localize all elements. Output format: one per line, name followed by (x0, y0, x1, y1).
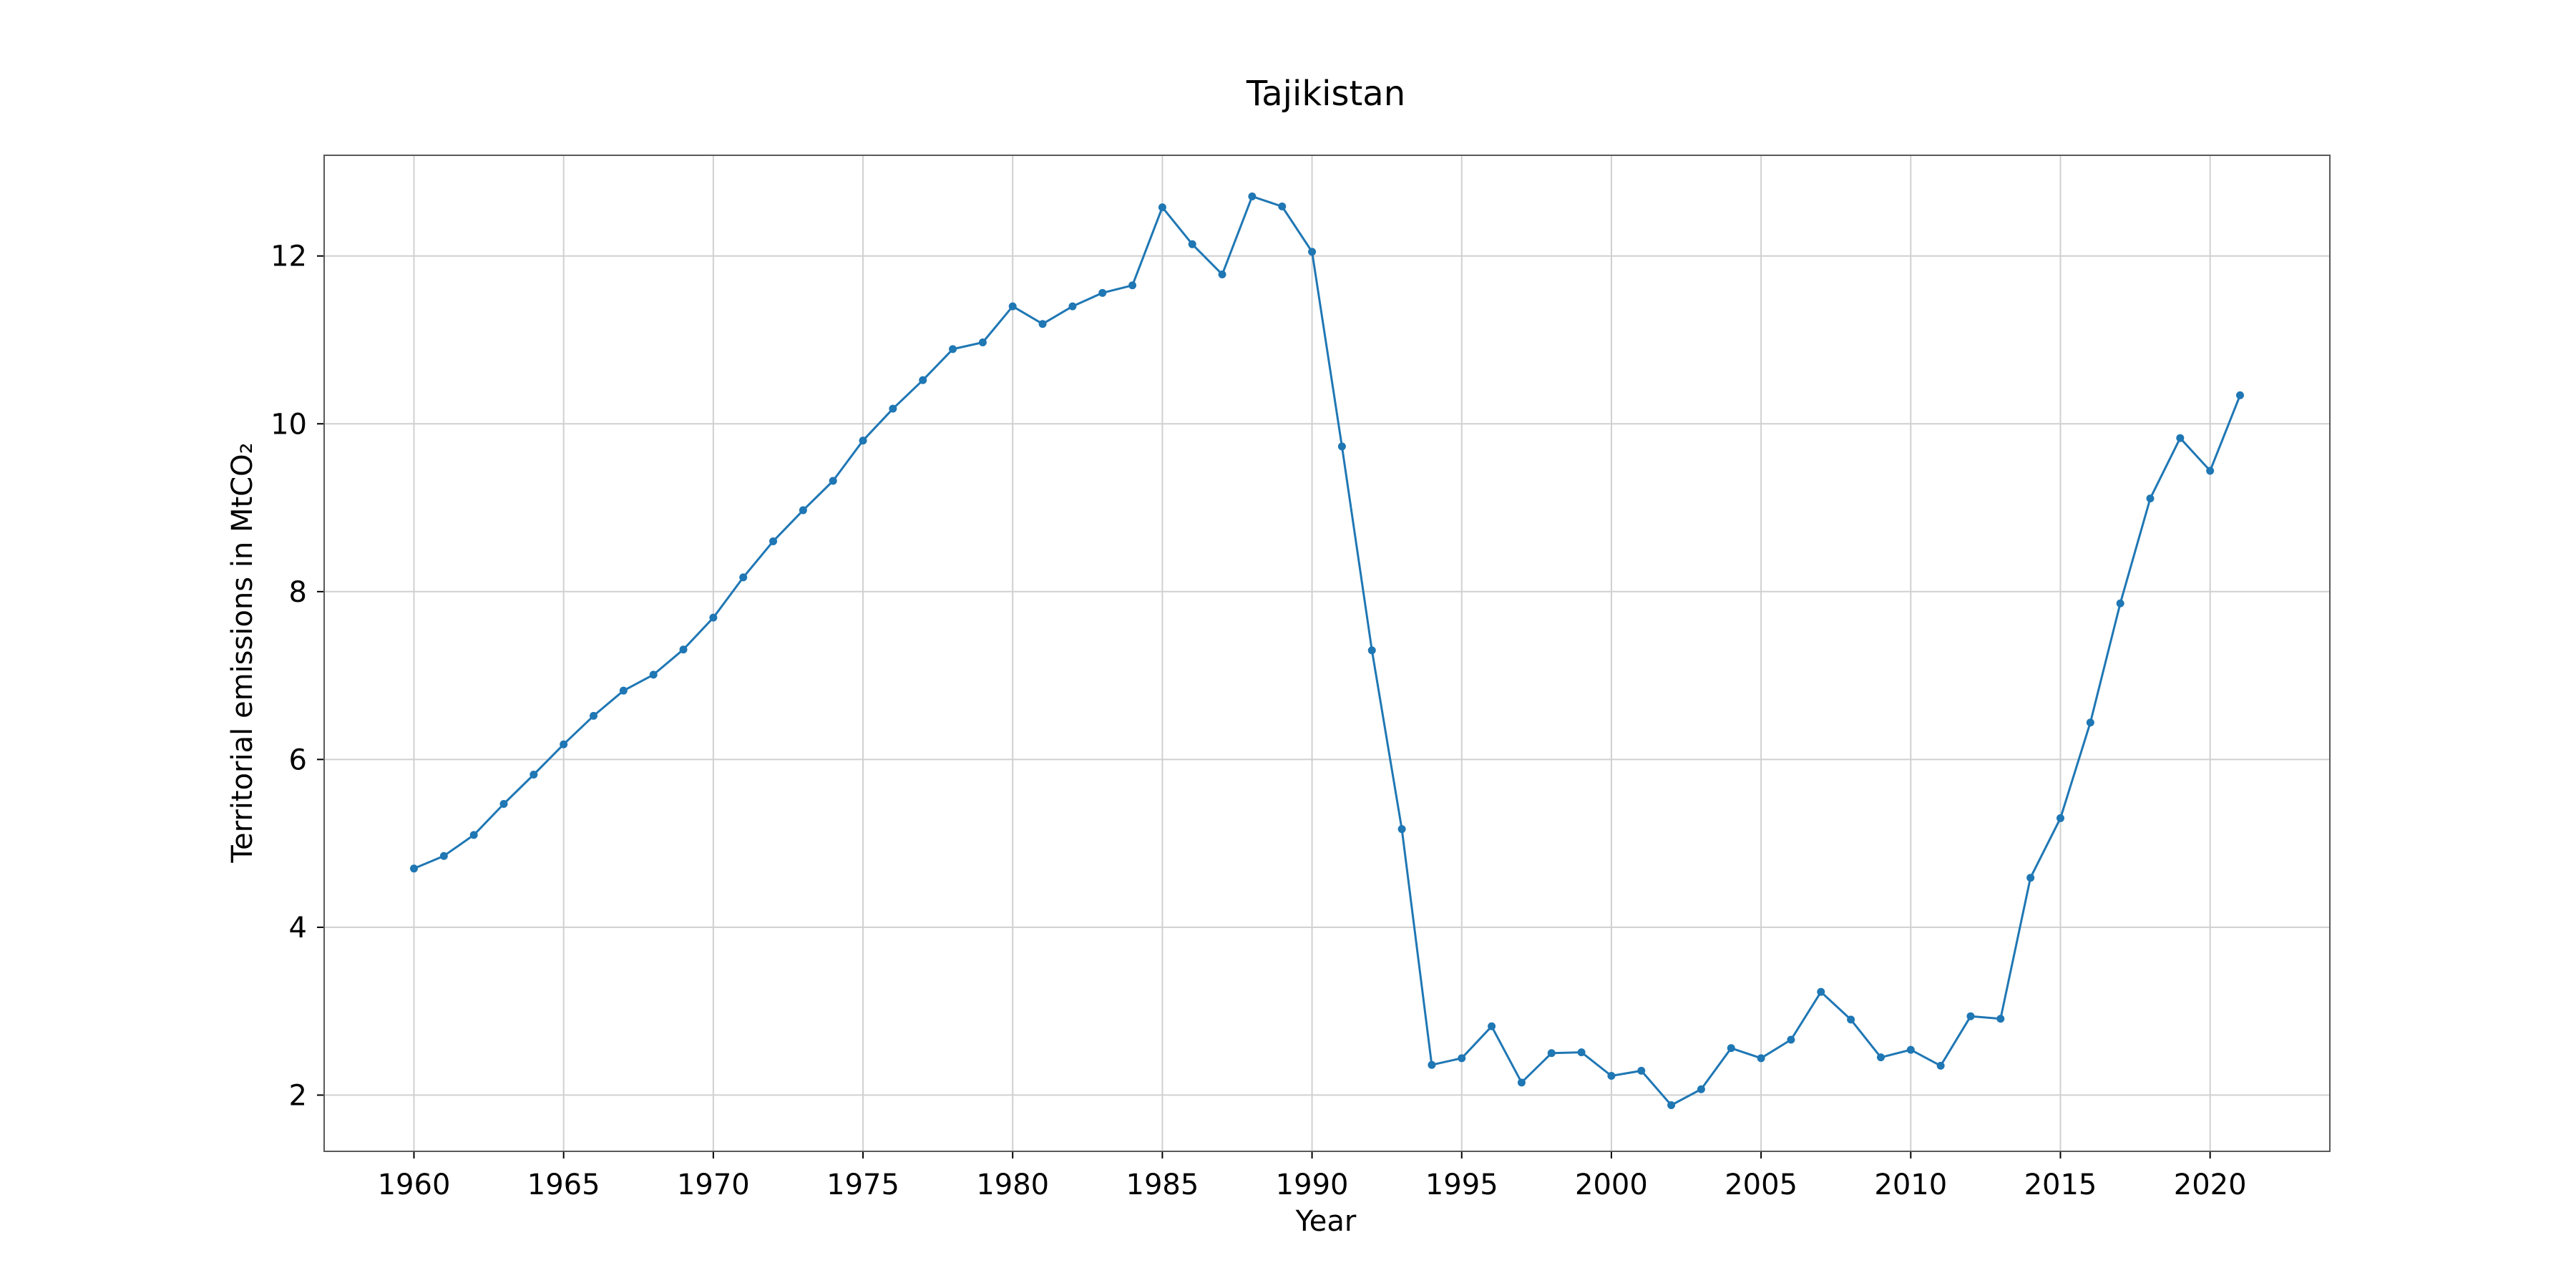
x-tick-label: 2000 (1575, 1169, 1648, 1201)
data-point (1068, 302, 1077, 311)
gridlines (324, 155, 2330, 1151)
data-point (439, 852, 448, 860)
data-point (560, 740, 568, 748)
data-point (2056, 814, 2064, 822)
data-point (1188, 240, 1196, 248)
data-point (1128, 281, 1137, 290)
y-axis-title: Territorial emissions in MtCO₂ (226, 442, 259, 863)
data-point (1547, 1049, 1556, 1058)
data-point (859, 436, 867, 445)
series-line (413, 195, 2241, 1106)
x-tick-label: 1965 (527, 1169, 600, 1201)
data-point (2086, 718, 2094, 727)
data-point (530, 770, 538, 779)
data-point (1727, 1044, 1735, 1053)
data-point (919, 376, 927, 384)
x-tick-label: 1970 (677, 1169, 750, 1201)
data-point (499, 800, 508, 809)
x-tick-label: 2020 (2174, 1169, 2247, 1201)
data-point (619, 686, 628, 695)
data-point (949, 345, 957, 353)
data-point (1996, 1015, 2005, 1023)
data-point (2146, 494, 2155, 503)
y-tick-label: 10 (270, 408, 307, 441)
data-point (1038, 320, 1047, 328)
data-point (1667, 1101, 1676, 1110)
x-tick-label: 1990 (1276, 1169, 1349, 1201)
data-point (1488, 1022, 1496, 1030)
data-point (1817, 987, 1825, 996)
data-point (1757, 1054, 1765, 1063)
data-point (1876, 1053, 1885, 1062)
data-point (769, 537, 778, 545)
x-tick-label: 1980 (976, 1169, 1049, 1201)
data-point (2235, 391, 2244, 399)
chart-title: Tajikistan (1246, 74, 1405, 114)
data-point (1517, 1078, 1526, 1087)
y-tick-label: 4 (289, 912, 307, 945)
data-point (1008, 302, 1017, 311)
data-point (2206, 467, 2215, 475)
x-tick-label: 1995 (1425, 1169, 1498, 1201)
x-tick-label: 1975 (826, 1169, 899, 1201)
x-tick-label: 1960 (378, 1169, 451, 1201)
data-point (1308, 248, 1317, 256)
y-tick-label: 2 (289, 1079, 307, 1112)
data-point (1278, 203, 1287, 211)
data-point (1637, 1066, 1646, 1075)
y-tick-label: 6 (289, 743, 307, 776)
data-point (799, 506, 807, 514)
y-tick-label: 12 (270, 240, 307, 273)
data-point (1577, 1048, 1586, 1057)
data-point (2026, 874, 2035, 882)
data-point (1906, 1045, 1915, 1054)
data-point (1367, 646, 1376, 655)
data-point (1248, 192, 1257, 200)
data-point (1428, 1060, 1436, 1069)
plot-frame (323, 155, 2331, 1152)
x-tick-label: 2010 (1874, 1169, 1947, 1201)
data-point (978, 338, 987, 347)
x-tick-label: 2015 (2024, 1169, 2097, 1201)
data-point (679, 645, 688, 654)
data-point (590, 711, 598, 720)
data-point (469, 831, 478, 839)
x-axis-title: Year (1295, 1205, 1357, 1238)
data-point (1787, 1035, 1795, 1044)
y-tick-label: 8 (289, 576, 307, 609)
data-point (1936, 1061, 1945, 1070)
data-point (1966, 1012, 1975, 1020)
data-point (1607, 1071, 1616, 1080)
data-point (1337, 442, 1346, 451)
data-point (2176, 434, 2185, 442)
data-point (1158, 203, 1166, 212)
data-point (1098, 288, 1107, 297)
data-point (739, 573, 748, 582)
data-point (410, 864, 419, 873)
x-tick-label: 2005 (1724, 1169, 1797, 1201)
data-point (709, 613, 718, 622)
data-point (1458, 1054, 1466, 1063)
axis-ticks: 1960 1965 1970 1975 1980 1985 1990 1995 2000 2005… (270, 240, 2246, 1201)
data-point (1397, 825, 1406, 834)
data-point (649, 670, 658, 679)
data-point (829, 477, 837, 485)
data-point (889, 404, 897, 413)
x-tick-label: 1985 (1126, 1169, 1199, 1201)
data-point (2116, 599, 2124, 608)
data-point (1218, 270, 1226, 279)
data-point (1847, 1015, 1855, 1024)
data-point (1697, 1085, 1705, 1093)
series-group (410, 192, 2244, 1110)
